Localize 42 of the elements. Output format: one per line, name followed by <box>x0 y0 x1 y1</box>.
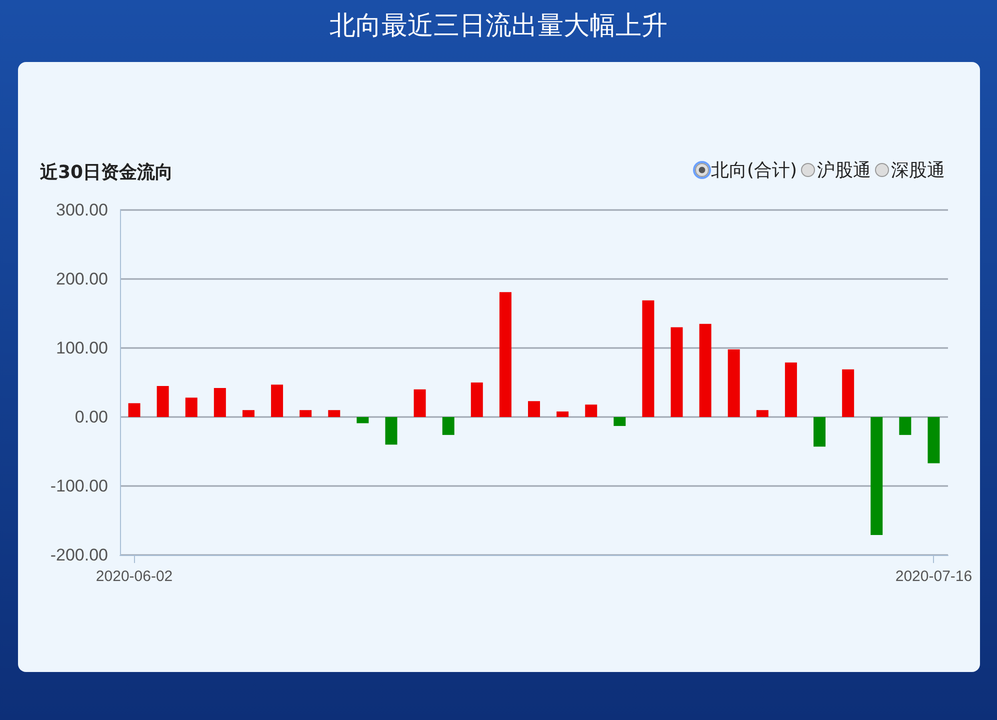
bar <box>814 417 826 447</box>
y-tick-label: 200.00 <box>56 270 108 288</box>
bar <box>528 401 540 417</box>
y-tick-label: 0.00 <box>74 408 108 426</box>
bar <box>728 349 740 417</box>
bar <box>128 403 140 417</box>
bar <box>784 362 797 417</box>
x-tick-label: 2020-07-16 <box>895 568 972 585</box>
bar <box>271 384 284 417</box>
bar <box>585 404 598 417</box>
text: 北向(合计) <box>710 159 797 182</box>
text: 沪股通 <box>817 159 871 182</box>
bar <box>185 398 198 417</box>
text: 深股通 <box>891 159 945 182</box>
bar <box>356 417 369 424</box>
bar <box>214 388 226 417</box>
bar <box>642 300 654 417</box>
bar <box>328 410 340 417</box>
bar <box>242 410 254 417</box>
y-tick-label: -100.00 <box>50 476 108 496</box>
bar <box>556 411 569 417</box>
bar <box>385 417 398 445</box>
y-tick-label: -200.00 <box>50 546 108 564</box>
bar <box>870 417 883 535</box>
bar <box>499 292 512 417</box>
bar <box>470 382 483 417</box>
bar <box>928 417 940 464</box>
bar <box>899 417 912 435</box>
bar <box>156 386 169 417</box>
chart-title: 北向最近三日流出量大幅上升 <box>328 10 668 43</box>
bar <box>670 327 683 417</box>
bar <box>699 324 712 417</box>
bar <box>756 410 768 417</box>
bar <box>842 369 854 417</box>
x-tick-label: 2020-06-02 <box>96 568 173 585</box>
bar <box>442 417 454 435</box>
bar <box>300 410 312 417</box>
bar <box>614 417 626 426</box>
bar <box>414 389 426 417</box>
chart-subtitle: 近30日资金流向 <box>40 161 174 184</box>
y-tick-label: 300.00 <box>56 200 108 220</box>
y-tick-label: 100.00 <box>56 338 108 358</box>
